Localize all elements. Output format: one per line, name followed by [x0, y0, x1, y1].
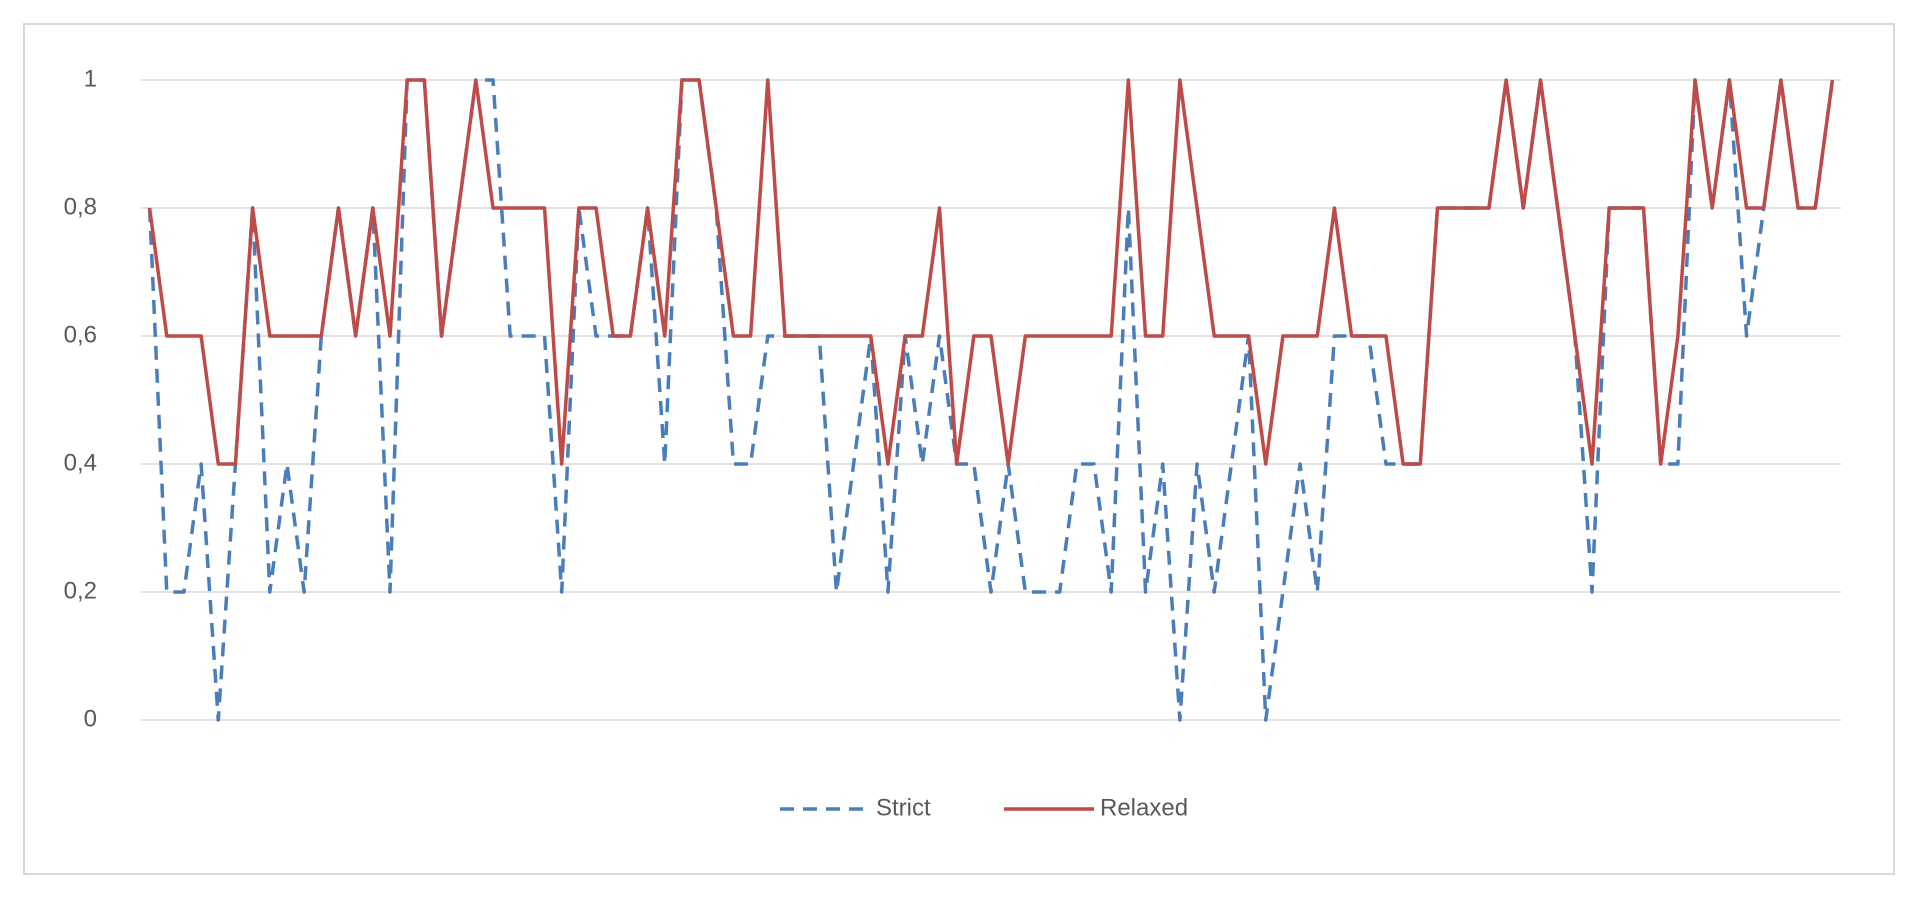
- y-tick-label: 0,2: [64, 577, 97, 604]
- y-tick-label: 0,4: [64, 449, 97, 476]
- y-tick-label: 0: [84, 705, 97, 732]
- y-tick-label: 0,8: [64, 193, 97, 220]
- series-line: [147, 78, 1835, 466]
- series-line: [147, 78, 1835, 722]
- legend-label: Relaxed: [1100, 794, 1188, 821]
- y-tick-label: 1: [84, 65, 97, 92]
- legend-label: Strict: [876, 794, 931, 821]
- y-tick-label: 0,6: [64, 321, 97, 348]
